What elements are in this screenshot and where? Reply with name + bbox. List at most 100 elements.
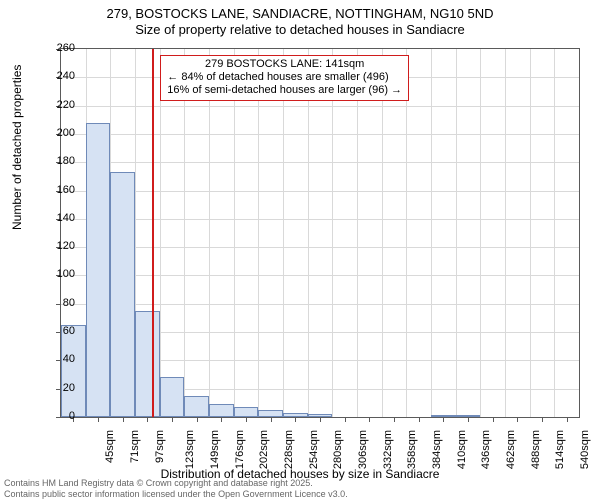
ytick-label: 40 xyxy=(45,353,75,365)
xtick-label: 384sqm xyxy=(431,430,443,469)
histogram-bar xyxy=(160,377,185,417)
xtick-label: 280sqm xyxy=(332,430,344,469)
gridline-horizontal xyxy=(61,134,579,135)
xtick-label: 540sqm xyxy=(579,430,591,469)
chart-container: 279, BOSTOCKS LANE, SANDIACRE, NOTTINGHA… xyxy=(0,0,600,500)
xtick-label: 228sqm xyxy=(283,430,295,469)
xtick-mark xyxy=(197,417,198,422)
footer-line2: Contains public sector information licen… xyxy=(4,489,348,499)
y-axis-label: Number of detached properties xyxy=(10,65,24,230)
xtick-label: 97sqm xyxy=(154,430,166,463)
ytick-label: 260 xyxy=(45,42,75,54)
xtick-mark xyxy=(147,417,148,422)
gridline-vertical xyxy=(357,49,358,417)
gridline-vertical xyxy=(382,49,383,417)
xtick-label: 202sqm xyxy=(258,430,270,469)
ytick-label: 20 xyxy=(45,382,75,394)
gridline-vertical xyxy=(308,49,309,417)
gridline-horizontal xyxy=(61,106,579,107)
ytick-label: 160 xyxy=(45,184,75,196)
xtick-mark xyxy=(295,417,296,422)
histogram-bar xyxy=(456,415,481,417)
annotation-box: 279 BOSTOCKS LANE: 141sqm← 84% of detach… xyxy=(160,55,409,101)
xtick-mark xyxy=(172,417,173,422)
annotation-smaller: ← 84% of detached houses are smaller (49… xyxy=(167,71,402,84)
gridline-horizontal xyxy=(61,304,579,305)
gridline-vertical xyxy=(234,49,235,417)
gridline-vertical xyxy=(160,49,161,417)
xtick-label: 410sqm xyxy=(456,430,468,469)
xtick-mark xyxy=(123,417,124,422)
title-block: 279, BOSTOCKS LANE, SANDIACRE, NOTTINGHA… xyxy=(0,0,600,39)
xtick-label: 71sqm xyxy=(129,430,141,463)
gridline-horizontal xyxy=(61,219,579,220)
xtick-mark xyxy=(221,417,222,422)
reference-line xyxy=(152,49,154,417)
gridline-horizontal xyxy=(61,191,579,192)
histogram-bar xyxy=(308,414,333,417)
xtick-label: 436sqm xyxy=(480,430,492,469)
xtick-label: 123sqm xyxy=(184,430,196,469)
xtick-label: 462sqm xyxy=(505,430,517,469)
gridline-vertical xyxy=(505,49,506,417)
gridline-vertical xyxy=(184,49,185,417)
ytick-label: 240 xyxy=(45,70,75,82)
xtick-mark xyxy=(345,417,346,422)
gridline-horizontal xyxy=(61,162,579,163)
histogram-bar xyxy=(61,325,86,417)
xtick-mark xyxy=(493,417,494,422)
xtick-label: 254sqm xyxy=(308,430,320,469)
gridline-vertical xyxy=(406,49,407,417)
histogram-bar xyxy=(431,415,456,417)
xtick-label: 176sqm xyxy=(234,430,246,469)
gridline-vertical xyxy=(431,49,432,417)
ytick-label: 100 xyxy=(45,268,75,280)
xtick-mark xyxy=(468,417,469,422)
xtick-label: 358sqm xyxy=(406,430,418,469)
xtick-mark xyxy=(394,417,395,422)
ytick-label: 220 xyxy=(45,99,75,111)
gridline-vertical xyxy=(258,49,259,417)
gridline-horizontal xyxy=(61,275,579,276)
xtick-mark xyxy=(443,417,444,422)
xtick-mark xyxy=(517,417,518,422)
annotation-title: 279 BOSTOCKS LANE: 141sqm xyxy=(167,58,402,71)
ytick-label: 120 xyxy=(45,240,75,252)
plot-area: 279 BOSTOCKS LANE: 141sqm← 84% of detach… xyxy=(60,48,580,418)
gridline-vertical xyxy=(480,49,481,417)
gridline-vertical xyxy=(456,49,457,417)
xtick-mark xyxy=(271,417,272,422)
xtick-mark xyxy=(567,417,568,422)
gridline-vertical xyxy=(332,49,333,417)
ytick-label: 200 xyxy=(45,127,75,139)
ytick-label: 80 xyxy=(45,297,75,309)
xtick-label: 514sqm xyxy=(554,430,566,469)
footer-attribution: Contains HM Land Registry data © Crown c… xyxy=(4,478,348,499)
ytick-label: 60 xyxy=(45,325,75,337)
footer-line1: Contains HM Land Registry data © Crown c… xyxy=(4,478,348,488)
xtick-label: 488sqm xyxy=(530,430,542,469)
gridline-vertical xyxy=(530,49,531,417)
gridline-vertical xyxy=(283,49,284,417)
histogram-bar xyxy=(110,172,135,417)
xtick-mark xyxy=(320,417,321,422)
ytick-label: 140 xyxy=(45,212,75,224)
title-address: 279, BOSTOCKS LANE, SANDIACRE, NOTTINGHA… xyxy=(0,6,600,22)
gridline-horizontal xyxy=(61,247,579,248)
ytick-label: 180 xyxy=(45,155,75,167)
xtick-mark xyxy=(98,417,99,422)
histogram-bar xyxy=(283,413,308,417)
xtick-label: 306sqm xyxy=(357,430,369,469)
title-subtitle: Size of property relative to detached ho… xyxy=(0,22,600,38)
xtick-mark xyxy=(542,417,543,422)
histogram-bar xyxy=(135,311,160,417)
histogram-bar xyxy=(234,407,259,417)
xtick-mark xyxy=(369,417,370,422)
histogram-bar xyxy=(184,396,209,417)
xtick-mark xyxy=(419,417,420,422)
xtick-label: 45sqm xyxy=(104,430,116,463)
xtick-label: 149sqm xyxy=(209,430,221,469)
histogram-bar xyxy=(86,123,111,417)
xtick-mark xyxy=(246,417,247,422)
gridline-vertical xyxy=(209,49,210,417)
